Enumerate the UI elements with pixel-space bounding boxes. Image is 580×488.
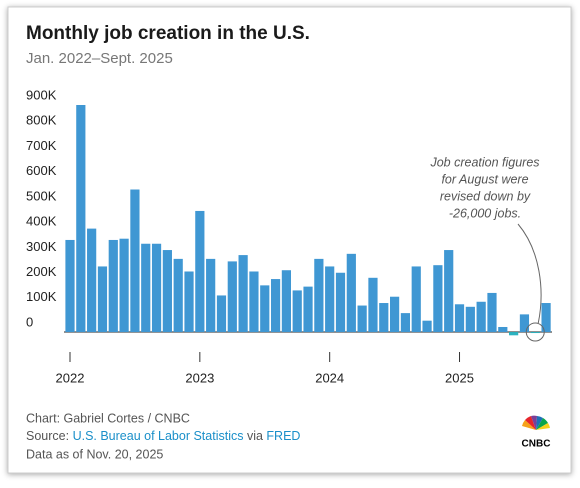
bar [454, 304, 465, 333]
bar [422, 320, 432, 333]
data-date: Data as of Nov. 20, 2025 [26, 447, 163, 461]
bar [119, 238, 129, 333]
chart-title: Monthly job creation in the U.S. [26, 23, 310, 44]
y-tick-label: 0 [26, 314, 33, 329]
bar [465, 306, 475, 333]
annotation-circle [525, 322, 545, 342]
chart-subtitle: Jan. 2022–Sept. 2025 [26, 50, 173, 67]
x-tick-label: 2025 [445, 370, 474, 385]
bar [303, 286, 313, 333]
y-tick-label: 200K [26, 264, 57, 279]
bar [206, 258, 216, 333]
annotation: for August were [441, 172, 528, 186]
bar [379, 303, 389, 333]
x-tick-label: 2024 [315, 370, 344, 385]
logo-mark [522, 415, 550, 430]
bar [357, 305, 367, 333]
bar [368, 277, 378, 333]
bar [325, 266, 335, 333]
x-tick-label: 2023 [185, 370, 214, 385]
credit: Chart: Gabriel Cortes / CNBC [26, 411, 190, 425]
bar [541, 303, 551, 333]
bar [97, 266, 108, 333]
bar [400, 313, 411, 333]
bar [130, 189, 140, 333]
bar [108, 239, 118, 333]
bar [335, 272, 346, 333]
bar [411, 266, 421, 333]
bar [216, 295, 227, 333]
bar [76, 105, 86, 333]
bar [509, 332, 519, 336]
bar [227, 261, 237, 333]
annotation: -26,000 jobs. [449, 206, 521, 220]
x-tick-label: 2022 [56, 370, 85, 385]
logo: CNBC [522, 439, 551, 450]
bar [281, 270, 291, 333]
bar [530, 332, 540, 334]
bar [433, 265, 443, 333]
bar [314, 258, 324, 333]
source-prefix: Source: [26, 429, 73, 443]
bar [173, 258, 183, 333]
bar [346, 253, 356, 333]
y-tick-label: 300K [26, 239, 57, 254]
bar [195, 210, 205, 333]
bar [292, 290, 302, 333]
annotation: Job creation figures [429, 155, 539, 169]
bar [249, 271, 259, 333]
bar [487, 292, 497, 333]
y-tick-label: 100K [26, 289, 57, 304]
y-tick-label: 900K [26, 87, 57, 102]
bar [270, 279, 281, 333]
bar [444, 250, 454, 333]
bar [65, 239, 75, 333]
bar [87, 228, 97, 333]
card [7, 6, 572, 474]
bar [476, 301, 486, 333]
source-link[interactable]: U.S. Bureau of Labor Statistics [73, 429, 244, 443]
bar [390, 296, 400, 333]
annotation: revised down by [440, 189, 531, 203]
source: Source: U.S. Bureau of Labor Statistics … [26, 429, 300, 443]
source-link[interactable]: FRED [266, 429, 300, 443]
source-mid: via [243, 429, 266, 443]
y-tick-label: 600K [26, 163, 57, 178]
bar [519, 314, 530, 333]
bar [141, 243, 151, 333]
y-tick-label: 400K [26, 214, 57, 229]
y-tick-label: 500K [26, 188, 57, 203]
bar [151, 243, 162, 333]
y-tick-label: 700K [26, 138, 57, 153]
bar [260, 285, 270, 333]
bar [162, 250, 172, 333]
bar [498, 326, 508, 333]
bar [238, 255, 248, 333]
annotation-arrow [517, 223, 542, 324]
bar [184, 271, 194, 333]
y-tick-label: 800K [26, 113, 57, 128]
